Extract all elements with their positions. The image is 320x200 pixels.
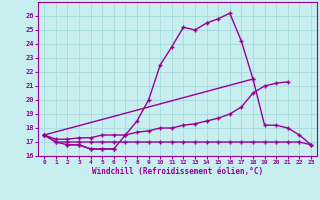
X-axis label: Windchill (Refroidissement éolien,°C): Windchill (Refroidissement éolien,°C): [92, 167, 263, 176]
